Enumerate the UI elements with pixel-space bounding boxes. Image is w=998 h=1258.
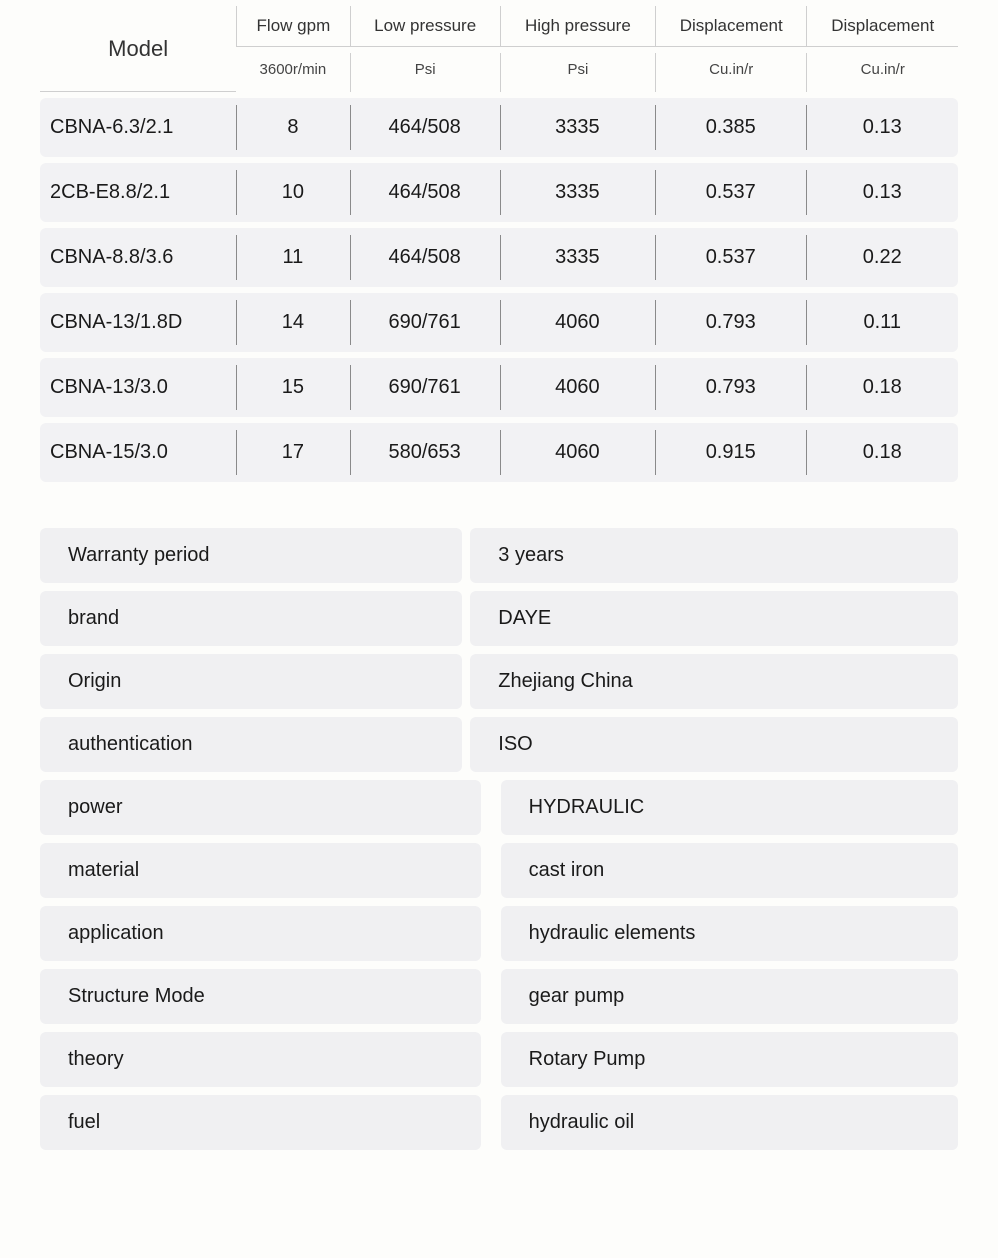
attribute-key: application [40,906,481,961]
table-cell: 8 [236,98,349,157]
table-cell: 0.915 [655,423,807,482]
attribute-list: Warranty period3 yearsbrandDAYEOriginZhe… [40,528,958,1150]
attribute-value: DAYE [470,591,958,646]
table-cell: 17 [236,423,349,482]
table-row: CBNA-15/3.017580/65340600.9150.18 [40,423,958,482]
table-cell: 0.793 [655,293,807,352]
attribute-row: power HYDRAULIC [40,780,958,835]
attribute-key: Warranty period [40,528,462,583]
attribute-value: HYDRAULIC [501,780,958,835]
table-row: CBNA-8.8/3.611464/50833350.5370.22 [40,228,958,287]
table-cell: CBNA-13/3.0 [40,358,236,417]
table-cell: 690/761 [350,358,500,417]
attribute-key: authentication [40,717,462,772]
table-cell: 0.22 [806,228,958,287]
table-cell: 4060 [500,358,655,417]
table-cell: 0.13 [806,163,958,222]
attribute-value: ISO [470,717,958,772]
unit-displacement-2: Cu.in/r [806,53,958,92]
attribute-key: brand [40,591,462,646]
attribute-row: Warranty period3 years [40,528,958,583]
attribute-key: Origin [40,654,462,709]
table-cell: 0.537 [655,228,807,287]
attribute-value: cast iron [501,843,958,898]
table-cell: 3335 [500,163,655,222]
unit-low-pressure: Psi [350,53,500,92]
table-cell: 464/508 [350,163,500,222]
table-cell: CBNA-13/1.8D [40,293,236,352]
table-cell: 0.537 [655,163,807,222]
attribute-row: fuel hydraulic oil [40,1095,958,1150]
table-cell: CBNA-8.8/3.6 [40,228,236,287]
spec-table-body: CBNA-6.3/2.18464/50833350.3850.132CB-E8.… [40,98,958,482]
attribute-value: hydraulic elements [501,906,958,961]
attribute-value: hydraulic oil [501,1095,958,1150]
table-row: CBNA-6.3/2.18464/50833350.3850.13 [40,98,958,157]
table-cell: 2CB-E8.8/2.1 [40,163,236,222]
col-displacement-1: Displacement [655,6,807,47]
attribute-row: theory Rotary Pump [40,1032,958,1087]
unit-flow: 3600r/min [236,53,349,92]
table-cell: 580/653 [350,423,500,482]
table-cell: 464/508 [350,228,500,287]
attribute-row: material cast iron [40,843,958,898]
attribute-row: application hydraulic elements [40,906,958,961]
table-cell: 690/761 [350,293,500,352]
attribute-key: theory [40,1032,481,1087]
attribute-row: brandDAYE [40,591,958,646]
table-cell: 0.18 [806,423,958,482]
table-cell: 11 [236,228,349,287]
attribute-row: Structure Mode gear pump [40,969,958,1024]
table-cell: 0.18 [806,358,958,417]
col-model: Model [40,6,236,92]
attribute-value: gear pump [501,969,958,1024]
col-flow: Flow gpm [236,6,349,47]
col-high-pressure: High pressure [500,6,655,47]
table-cell: 14 [236,293,349,352]
attribute-value: Zhejiang China [470,654,958,709]
col-low-pressure: Low pressure [350,6,500,47]
table-cell: 4060 [500,293,655,352]
table-cell: 3335 [500,228,655,287]
table-cell: 4060 [500,423,655,482]
table-cell: 10 [236,163,349,222]
col-displacement-2: Displacement [806,6,958,47]
unit-displacement-1: Cu.in/r [655,53,807,92]
unit-high-pressure: Psi [500,53,655,92]
table-row: CBNA-13/3.015690/76140600.7930.18 [40,358,958,417]
attribute-row: authenticationISO [40,717,958,772]
table-row: CBNA-13/1.8D14690/76140600.7930.11 [40,293,958,352]
attribute-key: fuel [40,1095,481,1150]
table-cell: 3335 [500,98,655,157]
table-cell: 15 [236,358,349,417]
attribute-key: Structure Mode [40,969,481,1024]
table-cell: CBNA-6.3/2.1 [40,98,236,157]
attribute-key: power [40,780,481,835]
attribute-key: material [40,843,481,898]
spec-table: Model Flow gpm Low pressure High pressur… [40,0,958,488]
attribute-row: OriginZhejiang China [40,654,958,709]
table-row: 2CB-E8.8/2.110464/50833350.5370.13 [40,163,958,222]
attribute-value: Rotary Pump [501,1032,958,1087]
table-cell: 0.11 [806,293,958,352]
attribute-value: 3 years [470,528,958,583]
table-cell: CBNA-15/3.0 [40,423,236,482]
table-cell: 0.793 [655,358,807,417]
table-cell: 0.385 [655,98,807,157]
table-cell: 0.13 [806,98,958,157]
table-cell: 464/508 [350,98,500,157]
